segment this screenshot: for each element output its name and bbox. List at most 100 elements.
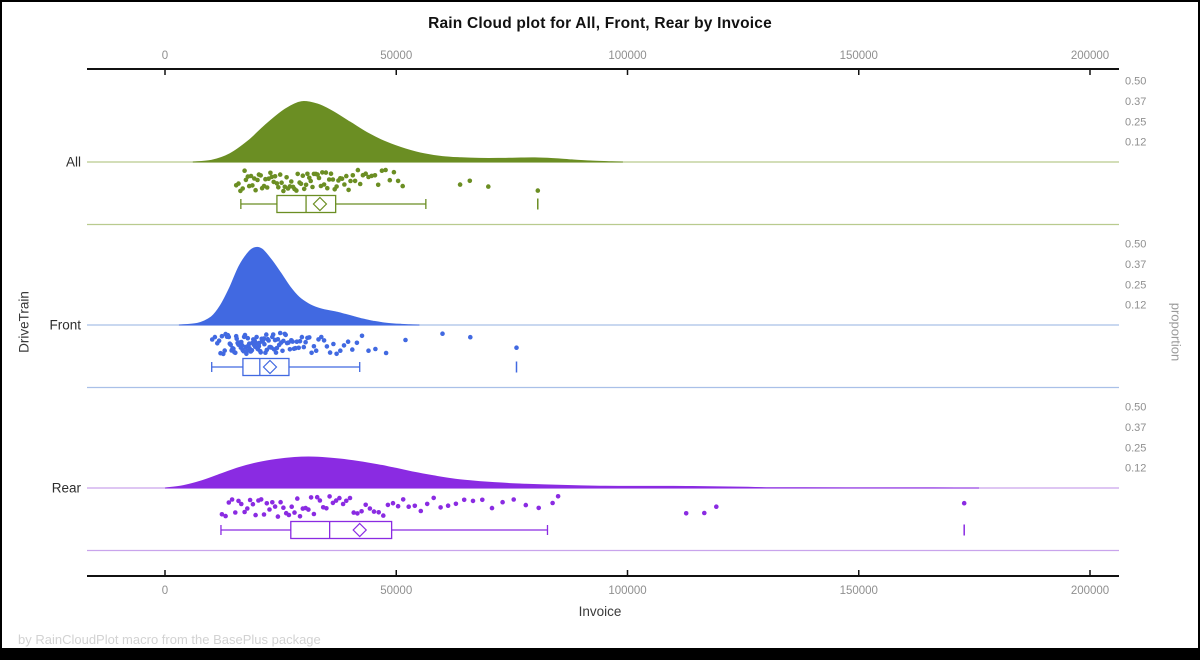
rain-dot <box>440 331 445 337</box>
rain-dot <box>325 185 330 191</box>
rain-dot <box>390 500 396 506</box>
rain-dot <box>295 171 301 177</box>
rain-dot <box>381 513 386 518</box>
rain-dot <box>424 501 430 507</box>
proportion-tick-label: 0.37 <box>1125 96 1146 108</box>
rain-dot <box>406 504 412 510</box>
group-label-all: All <box>66 155 81 170</box>
rain-dot <box>470 498 476 504</box>
rain-dot <box>270 332 276 337</box>
rain-dot <box>355 511 360 516</box>
rain-dot <box>277 172 283 177</box>
rain-dot <box>348 178 353 184</box>
rain-dot <box>273 350 279 355</box>
proportion-tick-label: 0.50 <box>1125 76 1146 88</box>
rain-dot <box>274 181 280 186</box>
rain-dot <box>337 495 342 501</box>
rain-dot <box>345 339 351 345</box>
rain-dot <box>403 337 408 343</box>
rain-dot <box>253 340 259 346</box>
rain-dot <box>324 344 330 349</box>
rain-dot <box>350 347 355 352</box>
rain-dot <box>299 334 305 340</box>
rain-dot <box>219 512 225 517</box>
rain-dot <box>363 171 369 176</box>
rain-dot <box>400 183 406 189</box>
rain-dot <box>245 335 251 341</box>
rain-dot <box>250 501 256 507</box>
rain-dot <box>275 514 281 519</box>
density-cloud <box>178 246 420 326</box>
rain-dot <box>295 496 300 501</box>
rain-dot <box>334 351 339 357</box>
rain-dot <box>277 330 283 336</box>
rain-dot <box>327 494 332 499</box>
rain-dot <box>323 170 329 175</box>
rain-dot <box>330 500 336 506</box>
rain-dot <box>683 511 689 516</box>
rain-dot <box>371 509 377 514</box>
rain-dot <box>248 173 254 179</box>
rain-dot <box>536 505 541 511</box>
proportion-tick-label: 0.12 <box>1125 137 1146 149</box>
y2-axis-title: proportion <box>1168 302 1184 362</box>
rain-dot <box>555 494 561 499</box>
rain-dot <box>395 178 401 184</box>
rain-dot <box>258 173 264 178</box>
rain-dot <box>276 185 281 190</box>
rain-dot <box>468 334 473 340</box>
proportion-tick-label: 0.50 <box>1125 239 1146 251</box>
mean-diamond-icon <box>312 196 328 212</box>
rain-dot <box>223 513 228 519</box>
rain-dot <box>500 499 505 505</box>
rain-dot <box>286 512 292 518</box>
rain-dot <box>702 510 707 516</box>
rain-dot <box>418 508 424 514</box>
group-front: 0.50 0.37 0.25 0.12 Front <box>49 239 1146 389</box>
rain-dot <box>359 509 364 514</box>
rain-dot <box>289 504 295 510</box>
rain-dot <box>281 338 286 344</box>
rain-dot <box>226 334 232 340</box>
rain-dot <box>212 334 218 340</box>
rain-dot <box>310 184 315 190</box>
rain-dot <box>333 498 339 503</box>
rain-dot <box>338 348 343 354</box>
rain-dot <box>453 501 459 507</box>
box-plot <box>240 194 539 214</box>
rain-dot <box>383 350 389 356</box>
rain-dot <box>292 510 297 515</box>
rain-dot <box>457 182 463 187</box>
rain-dot <box>341 343 347 348</box>
rain-dot <box>321 338 327 343</box>
rain-dot <box>233 510 238 515</box>
rain-dot <box>395 503 401 509</box>
rain-dot <box>339 176 345 181</box>
rain-dot <box>383 167 388 173</box>
rain-dot <box>314 494 320 500</box>
rain-dot <box>511 497 516 502</box>
proportion-tick-label: 0.37 <box>1125 259 1146 271</box>
rain-dot <box>342 182 347 187</box>
rain-dot <box>354 340 360 346</box>
x-tick-label: 0 <box>162 50 168 62</box>
x-axis-top: 0 50000 100000 150000 200000 <box>87 50 1119 75</box>
rain-dot <box>229 497 235 502</box>
proportion-tick-label: 0.50 <box>1125 402 1146 414</box>
density-cloud <box>164 456 979 489</box>
rain-dot <box>270 500 275 505</box>
proportion-tick-label: 0.25 <box>1125 279 1146 291</box>
rain-dot <box>296 345 302 351</box>
rain-dot <box>287 347 293 352</box>
mean-diamond-icon <box>352 522 368 538</box>
bottom-bar <box>2 648 1198 658</box>
rain-dot <box>514 345 519 351</box>
rain-dot <box>306 507 311 512</box>
rain-dot <box>264 501 270 506</box>
rain-dot <box>289 179 294 184</box>
rain-dot <box>303 339 308 345</box>
rain-dot <box>376 510 382 515</box>
iqr-box <box>290 520 393 540</box>
rain-dot <box>280 348 285 354</box>
rain-dot <box>301 186 307 192</box>
